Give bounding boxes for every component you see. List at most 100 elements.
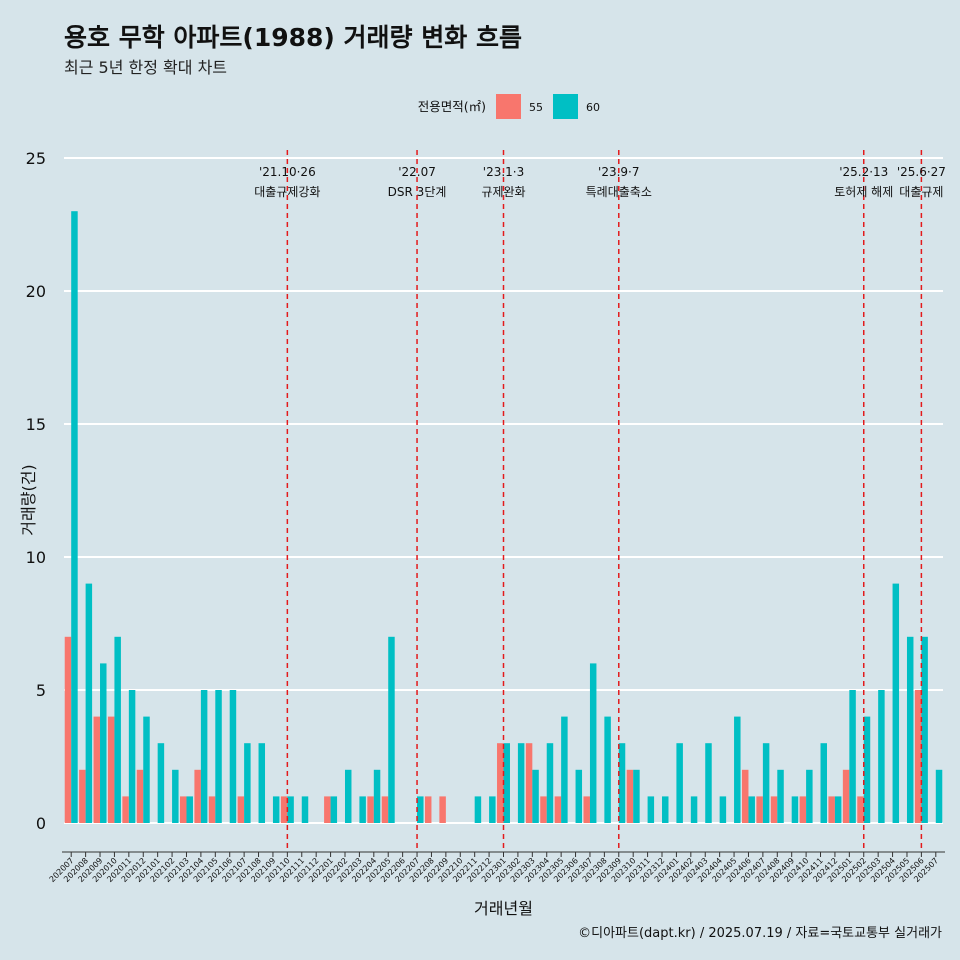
event-date: '22.07 [398,165,436,179]
y-tick-label: 10 [26,548,46,567]
bar-55-202103 [179,796,187,823]
bar-55-202502 [857,796,864,823]
bar-55-202307 [583,796,590,823]
bar-60-202305 [561,716,568,823]
bar-60-202107 [244,743,251,823]
bar-55-202205 [381,796,389,823]
bar-55-202305 [554,796,562,823]
bar-60-202311 [647,796,655,823]
event-date: '25.6·27 [897,165,946,179]
y-tick-label: 20 [26,282,46,301]
bar-60-202203 [359,796,366,823]
legend-swatch-60 [553,94,578,119]
bar-55-202104 [194,769,201,823]
bar-55-202201 [324,796,331,823]
bar-60-202502 [863,716,871,823]
event-date: '23.1·3 [483,165,524,179]
bar-60-202301 [503,743,510,823]
bar-60-202312 [662,796,669,823]
bar-60-202409 [791,796,799,823]
bar-55-202506 [914,690,922,823]
bar-60-202306 [575,769,583,823]
y-tick-label: 0 [36,814,46,833]
bar-55-202501 [842,769,850,823]
event-label: 특례대출축소 [586,185,652,199]
bar-55-202410 [799,796,807,823]
bar-60-202109 [272,796,280,823]
bar-60-202204 [373,769,381,823]
bar-60-202104 [200,690,208,823]
bar-60-202111 [301,796,309,823]
bar-60-202405 [734,716,741,823]
bar-55-202008 [79,769,86,823]
event-label: 규제완화 [481,185,525,199]
bar-60-202404 [719,796,727,823]
bar-55-202304 [540,796,547,823]
bar-60-202010 [114,636,121,823]
event-date: '25.2·13 [839,165,888,179]
bar-60-202304 [546,743,554,823]
bar-60-202506 [921,636,928,823]
event-label: 토허제 해제 [834,185,893,199]
bar-55-202310 [626,769,634,823]
y-axis-title: 거래량(건) [19,464,38,535]
bar-60-202408 [777,769,784,823]
bar-60-202212 [489,796,496,823]
x-axis-title: 거래년월 [474,899,533,918]
bar-55-202301 [497,743,504,823]
bar-60-202106 [229,690,237,823]
bar-60-202505 [906,636,914,823]
bar-60-202310 [633,769,640,823]
bar-55-202007 [64,636,72,823]
bar-55-202406 [741,769,749,823]
y-tick-label: 5 [36,681,46,700]
bar-60-202401 [676,743,683,823]
bar-60-202012 [143,716,150,823]
bar-55-202208 [424,796,432,823]
y-tick-label: 15 [26,415,46,434]
bar-55-202303 [525,743,533,823]
event-label: DSR 3단계 [388,185,447,199]
chart-caption: ©디아파트(dapt.kr) / 2025.07.19 / 자료=국토교통부 실… [578,926,942,941]
bar-60-202403 [705,743,712,823]
bar-55-202412 [828,796,835,823]
bar-60-202011 [128,690,136,823]
bar-55-202408 [770,796,778,823]
bar-60-202207 [417,796,424,823]
legend-title: 전용면적(㎡) [418,99,486,114]
bar-60-202309 [618,743,626,823]
chart-title: 용호 무학 아파트(1988) 거래량 변화 흐름 [64,23,522,52]
bar-60-202503 [878,690,885,823]
bar-60-202105 [215,690,222,823]
event-label: 대출규제강화 [254,185,320,199]
bar-55-202010 [107,716,115,823]
bar-55-202209 [439,796,446,823]
bar-60-202007 [71,211,78,823]
bar-60-202202 [344,769,352,823]
legend-label-55: 55 [529,101,543,114]
y-tick-label: 25 [26,149,46,168]
bar-60-202302 [517,743,525,823]
bar-60-202501 [849,690,856,823]
bar-60-202406 [748,796,755,823]
bar-60-202103 [186,796,193,823]
bar-60-202108 [258,743,266,823]
bar-60-202504 [892,583,900,823]
bar-60-202407 [762,743,770,823]
bar-60-202205 [388,636,395,823]
bar-60-202201 [330,796,338,823]
bar-60-202402 [690,796,698,823]
chart-subtitle: 최근 5년 한정 확대 차트 [64,58,228,77]
bar-60-202101 [157,743,165,823]
event-label: 대출규제 [899,185,943,199]
bar-60-202009 [100,663,107,823]
event-date: '23.9·7 [598,165,639,179]
bar-55-202407 [756,796,763,823]
bar-55-202110 [280,796,288,823]
bar-60-202410 [806,769,813,823]
bar-60-202308 [604,716,611,823]
legend-label-60: 60 [586,101,600,114]
bar-60-202211 [474,796,482,823]
bar-55-202204 [367,796,374,823]
